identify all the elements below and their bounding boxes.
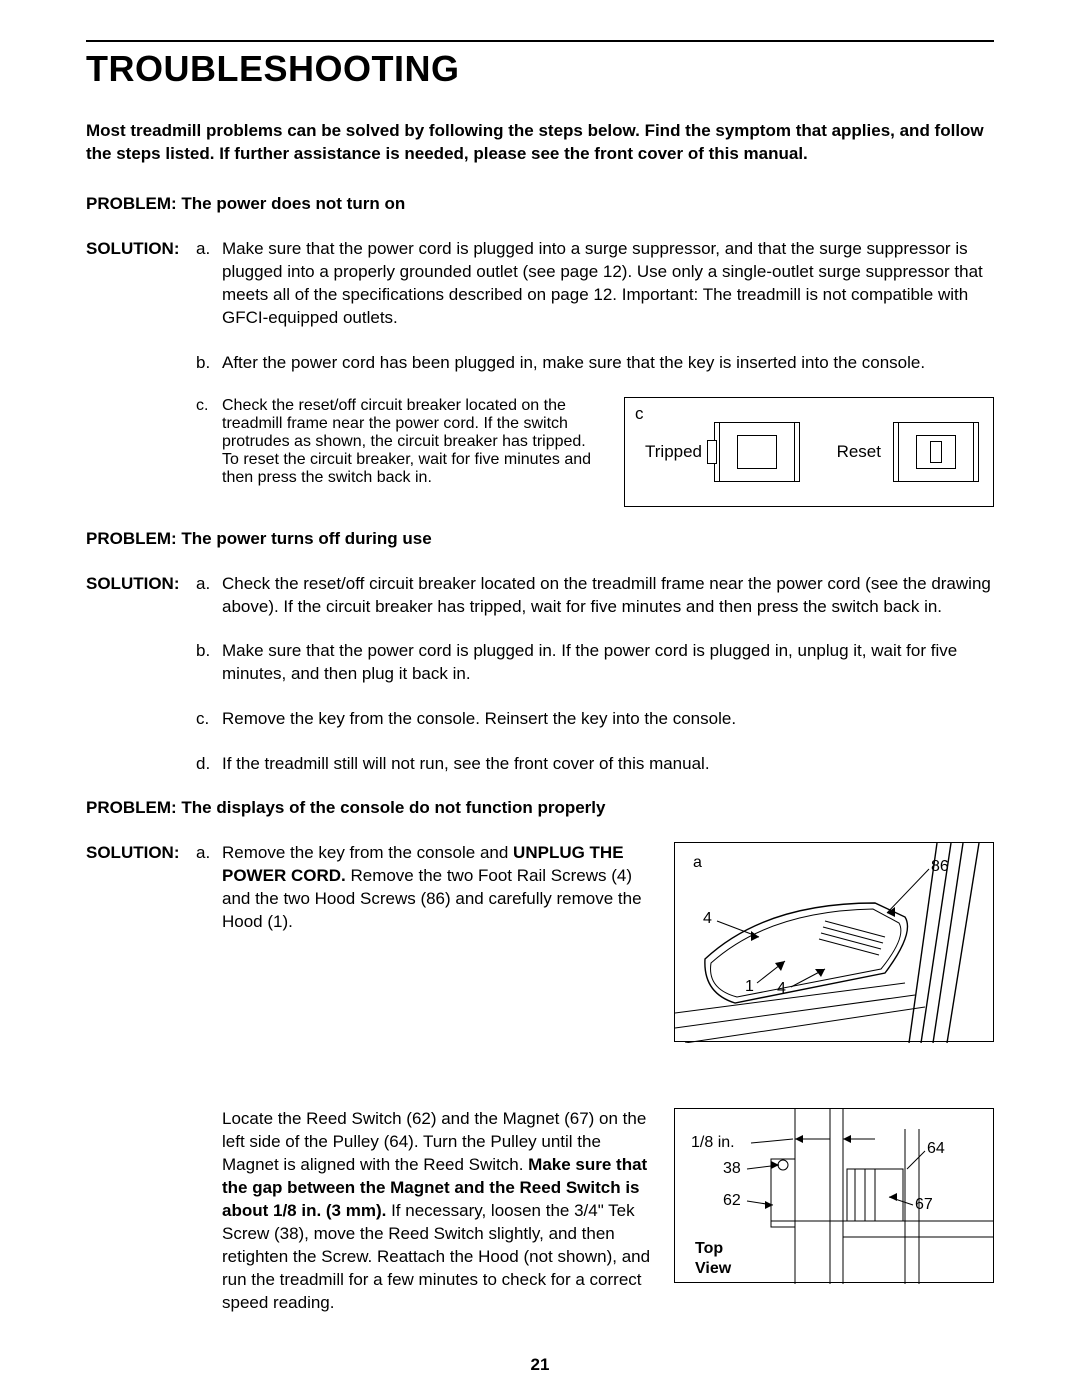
item-text: Make sure that the power cord is plugged… [222, 640, 994, 686]
item-text: Check the reset/off circuit breaker loca… [222, 573, 994, 619]
label-gap: 1/8 in. [691, 1134, 735, 1151]
item-letter: a. [196, 842, 222, 934]
figure-a-wrap: a 86 4 1 4 [674, 842, 994, 1042]
intro-paragraph: Most treadmill problems can be solved by… [86, 120, 994, 166]
figure-d-wrap: 1/8 in. 38 62 64 67 Top View [674, 1108, 994, 1283]
figure-d-reed-switch-diagram: 1/8 in. 38 62 64 67 Top View [674, 1108, 994, 1283]
item-letter: a. [196, 238, 222, 330]
item-text: Remove the key from the console and UNPL… [222, 842, 652, 934]
item-letter: b. [196, 640, 222, 686]
reset-switch-group: Reset [837, 422, 979, 482]
label-1: 1 [745, 978, 754, 995]
tripped-switch-group: Tripped [645, 422, 800, 482]
reset-label: Reset [837, 442, 881, 462]
page-number: 21 [0, 1355, 1080, 1375]
solution-2b: b. Make sure that the power cord is plug… [86, 640, 994, 686]
label-67: 67 [915, 1196, 933, 1213]
problem-3-heading: PROBLEM: The displays of the console do … [86, 798, 994, 818]
solution-3a-block: a 86 4 1 4 SOLUTION: a. [86, 842, 994, 1052]
problem-1-heading: PROBLEM: The power does not turn on [86, 194, 994, 214]
switch-plate-reset [893, 422, 979, 482]
item-letter: c. [196, 397, 222, 507]
label-38: 38 [723, 1160, 741, 1177]
item-letter: a. [196, 573, 222, 619]
figure-a-hood-diagram: a 86 4 1 4 [674, 842, 994, 1042]
solution-1a: SOLUTION: a. Make sure that the power co… [86, 238, 994, 330]
solution-2c: c. Remove the key from the console. Rein… [86, 708, 994, 731]
item-text: Make sure that the power cord is plugged… [222, 238, 994, 330]
switch-plate-tripped [714, 422, 800, 482]
item-text: After the power cord has been plugged in… [222, 352, 994, 375]
solution-label: SOLUTION: [86, 573, 196, 619]
solution-1c-row: c. Check the reset/off circuit breaker l… [86, 397, 994, 507]
solution-1b: b. After the power cord has been plugged… [86, 352, 994, 375]
item-text: Remove the key from the console. Reinser… [222, 708, 994, 731]
solution-label: SOLUTION: [86, 842, 196, 934]
top-rule [86, 40, 994, 42]
solution-label: SOLUTION: [86, 238, 196, 330]
figure-corner-label: c [635, 404, 644, 424]
solution-3-reed-block: 1/8 in. 38 62 64 67 Top View [86, 1108, 994, 1314]
figure-corner-label: a [693, 854, 702, 871]
solution-2d: d. If the treadmill still will not run, … [86, 753, 994, 776]
label-top: Top [695, 1240, 723, 1257]
label-62: 62 [723, 1192, 741, 1209]
problem-2-heading: PROBLEM: The power turns off during use [86, 529, 994, 549]
item-text: Check the reset/off circuit breaker loca… [222, 397, 604, 507]
label-4a: 4 [703, 910, 712, 927]
solution-2a: SOLUTION: a. Check the reset/off circuit… [86, 573, 994, 619]
label-86: 86 [931, 858, 949, 875]
figure-c-circuit-breaker: c Tripped Reset [624, 397, 994, 507]
item-letter: b. [196, 352, 222, 375]
item-text: If the treadmill still will not run, see… [222, 753, 994, 776]
label-64: 64 [927, 1140, 945, 1157]
item-letter: c. [196, 708, 222, 731]
manual-page: TROUBLESHOOTING Most treadmill problems … [0, 0, 1080, 1397]
page-title: TROUBLESHOOTING [86, 48, 994, 90]
label-view: View [695, 1260, 732, 1277]
item-letter: d. [196, 753, 222, 776]
item-text: Locate the Reed Switch (62) and the Magn… [222, 1108, 652, 1314]
tripped-label: Tripped [645, 442, 702, 462]
label-4b: 4 [777, 980, 786, 997]
